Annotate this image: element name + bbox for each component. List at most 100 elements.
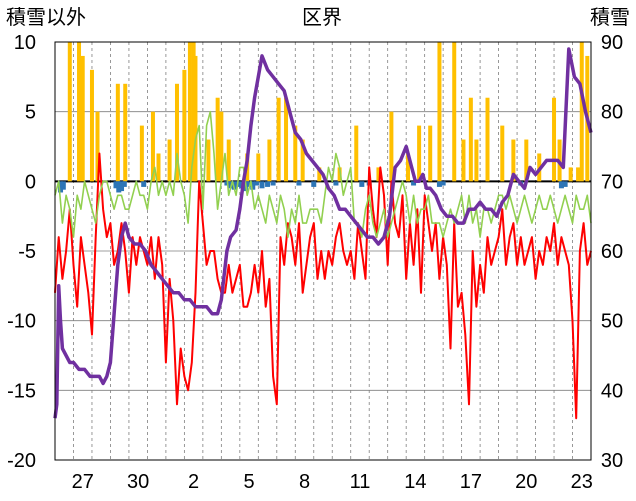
precip-bar xyxy=(89,69,94,182)
precip-bar xyxy=(276,97,281,182)
precip-bar xyxy=(226,139,231,182)
precip-bar xyxy=(468,97,473,182)
y-right-tick: 70 xyxy=(601,171,623,193)
precip-bar xyxy=(579,42,584,182)
y-left-tick: -15 xyxy=(7,380,36,402)
y-right-tick: 80 xyxy=(601,102,623,124)
precip-bar xyxy=(123,83,128,182)
precip-bar xyxy=(219,111,224,182)
precip-bar xyxy=(437,42,442,182)
snowfall-bar xyxy=(116,181,122,193)
x-tick: 2 xyxy=(188,471,199,493)
left-axis-label: 積雪以外 xyxy=(6,5,86,29)
y-right-tick: 30 xyxy=(601,450,623,472)
snowfall-bar xyxy=(359,181,365,187)
precip-bar xyxy=(256,153,261,182)
humidity_like-line xyxy=(54,110,592,238)
snowfall-bar xyxy=(253,181,259,186)
precip-bar xyxy=(174,83,179,182)
right-axis-label: 積雪 xyxy=(590,5,630,29)
x-tick: 8 xyxy=(299,471,310,493)
precip-bar xyxy=(552,97,557,182)
snowfall-bar xyxy=(562,181,568,187)
precip-bar xyxy=(115,83,120,182)
snowfall-bar xyxy=(333,181,339,186)
snowfall-bar xyxy=(270,181,276,186)
precip-bar xyxy=(576,167,581,182)
precip-bar xyxy=(376,167,381,182)
precip-bar xyxy=(284,97,289,182)
precip-bar xyxy=(474,139,479,182)
x-tick: 5 xyxy=(244,471,255,493)
snowfall-bar xyxy=(58,181,64,193)
chart-title: 区界 xyxy=(302,5,342,29)
snow_depth-line xyxy=(53,47,593,419)
x-tick: 14 xyxy=(404,471,426,493)
precip-bar xyxy=(80,55,85,182)
snowfall-bar xyxy=(440,181,446,186)
precip-bar xyxy=(267,139,272,182)
precip-bar xyxy=(317,167,322,182)
y-right-tick: 40 xyxy=(601,380,623,402)
x-tick: 11 xyxy=(350,471,371,493)
bars-layer xyxy=(58,42,590,193)
precip-bar xyxy=(452,42,457,182)
precip-bar xyxy=(150,111,155,182)
precip-bar xyxy=(182,69,187,182)
precip-bar xyxy=(511,139,516,182)
x-tick: 23 xyxy=(571,471,593,493)
y-left-tick: 10 xyxy=(14,32,36,54)
precip-bar xyxy=(193,55,198,182)
snowfall-bar xyxy=(141,181,147,187)
precip-bar xyxy=(300,139,305,182)
snowfall-bar xyxy=(250,181,256,190)
x-tick: 30 xyxy=(127,471,149,493)
precip-bar xyxy=(187,42,192,182)
y-left-tick: 5 xyxy=(25,102,36,124)
snowfall-bar xyxy=(228,181,234,189)
precip-bar xyxy=(428,125,433,182)
y-left-tick: -10 xyxy=(7,311,36,333)
x-tick: 17 xyxy=(460,471,482,493)
precip-bar xyxy=(500,125,505,182)
snowfall-bar xyxy=(121,181,127,187)
y-right-tick: 50 xyxy=(601,311,623,333)
plot-frame xyxy=(54,41,592,461)
precip-bar xyxy=(95,111,100,182)
precip-bar xyxy=(337,167,342,182)
y-right-tick: 60 xyxy=(601,241,623,263)
precip-bar xyxy=(485,97,490,182)
snowfall-bar xyxy=(119,181,125,192)
precip-bar xyxy=(139,125,144,182)
snowfall-bar xyxy=(558,181,564,189)
precip-bar xyxy=(67,42,72,182)
snowfall-bar xyxy=(259,181,265,189)
x-tick: 20 xyxy=(515,471,537,493)
precip-bar xyxy=(156,153,161,182)
precip-bar xyxy=(77,42,82,182)
y-left-tick: -20 xyxy=(7,450,36,472)
snowfall-bar xyxy=(296,181,302,186)
precip-bar xyxy=(406,153,411,182)
precip-bar xyxy=(417,125,422,182)
snowfall-bar xyxy=(265,181,271,187)
precip-bar xyxy=(568,167,573,182)
precip-bar xyxy=(167,139,172,182)
y-right-tick: 90 xyxy=(601,32,623,54)
precip-bar xyxy=(293,125,298,182)
temperature-line xyxy=(54,152,592,420)
precip-bar xyxy=(524,139,529,182)
snowfall-bar xyxy=(113,181,119,189)
precip-bar xyxy=(354,125,359,182)
snowfall-bar xyxy=(60,181,66,190)
snowfall-bar xyxy=(411,181,417,186)
snowfall-bar xyxy=(311,181,317,187)
x-tick: 27 xyxy=(72,471,94,493)
precip-bar xyxy=(389,111,394,182)
snowfall-bar xyxy=(436,181,442,187)
y-left-tick: -5 xyxy=(18,241,36,263)
lines-layer xyxy=(53,47,593,420)
precip-bar xyxy=(206,139,211,182)
